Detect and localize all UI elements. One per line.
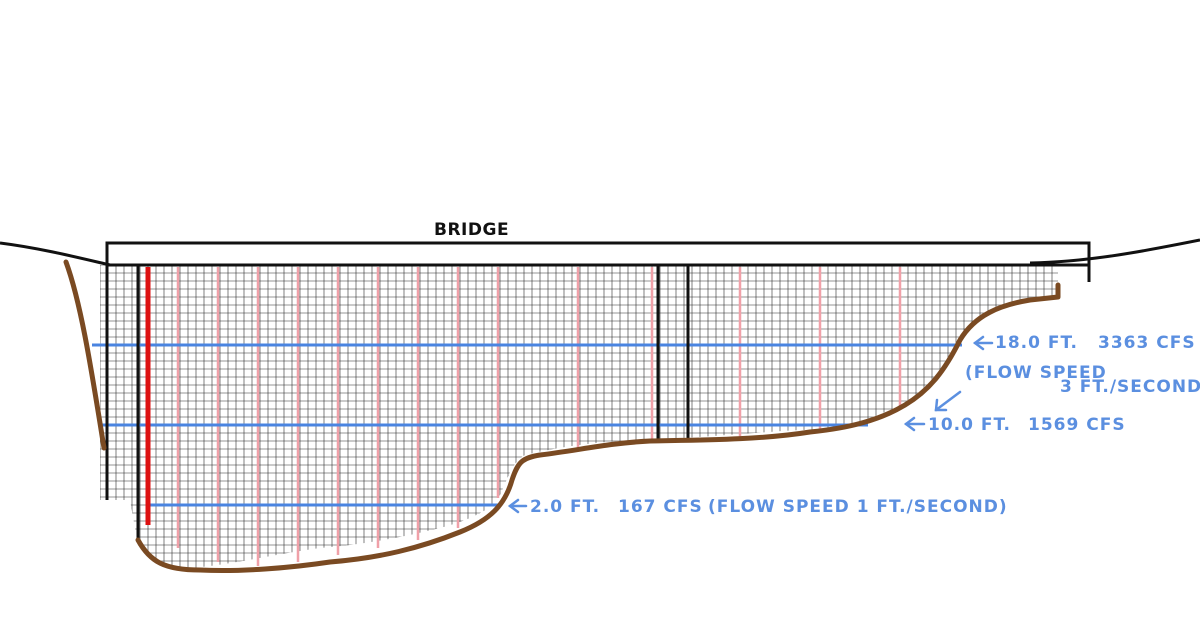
pink-vertical-lines [176, 267, 902, 566]
arrow-18ft [972, 335, 994, 351]
arrow-flow-note-18ft [934, 390, 962, 412]
flow-note-2ft: (FLOW SPEED 1 FT./SECOND) [708, 497, 1008, 517]
flow-note-18ft-line2: 3 FT./SECOND) [1060, 377, 1200, 397]
measurement-grid [100, 265, 1058, 569]
river-bank-left [63, 259, 107, 451]
bridge-deck [105, 241, 1091, 267]
flow-note-18ft-line1: (FLOW SPEED [965, 363, 1107, 383]
ground-line-left [0, 241, 111, 267]
arrow-2ft [507, 498, 528, 514]
bridge-label: BRIDGE [434, 220, 509, 240]
depth-label-18ft: 18.0 FT. [995, 333, 1078, 353]
arrow-10ft [903, 416, 926, 432]
discharge-label-18ft: 3363 CFS [1098, 333, 1196, 353]
depth-label-10ft: 10.0 FT. [928, 415, 1011, 435]
discharge-label-2ft: 167 CFS [618, 497, 703, 517]
discharge-label-10ft: 1569 CFS [1028, 415, 1126, 435]
depth-label-2ft: 2.0 FT. [530, 497, 600, 517]
river-channel-bed [135, 282, 1061, 574]
ground-line-right [1029, 238, 1200, 265]
